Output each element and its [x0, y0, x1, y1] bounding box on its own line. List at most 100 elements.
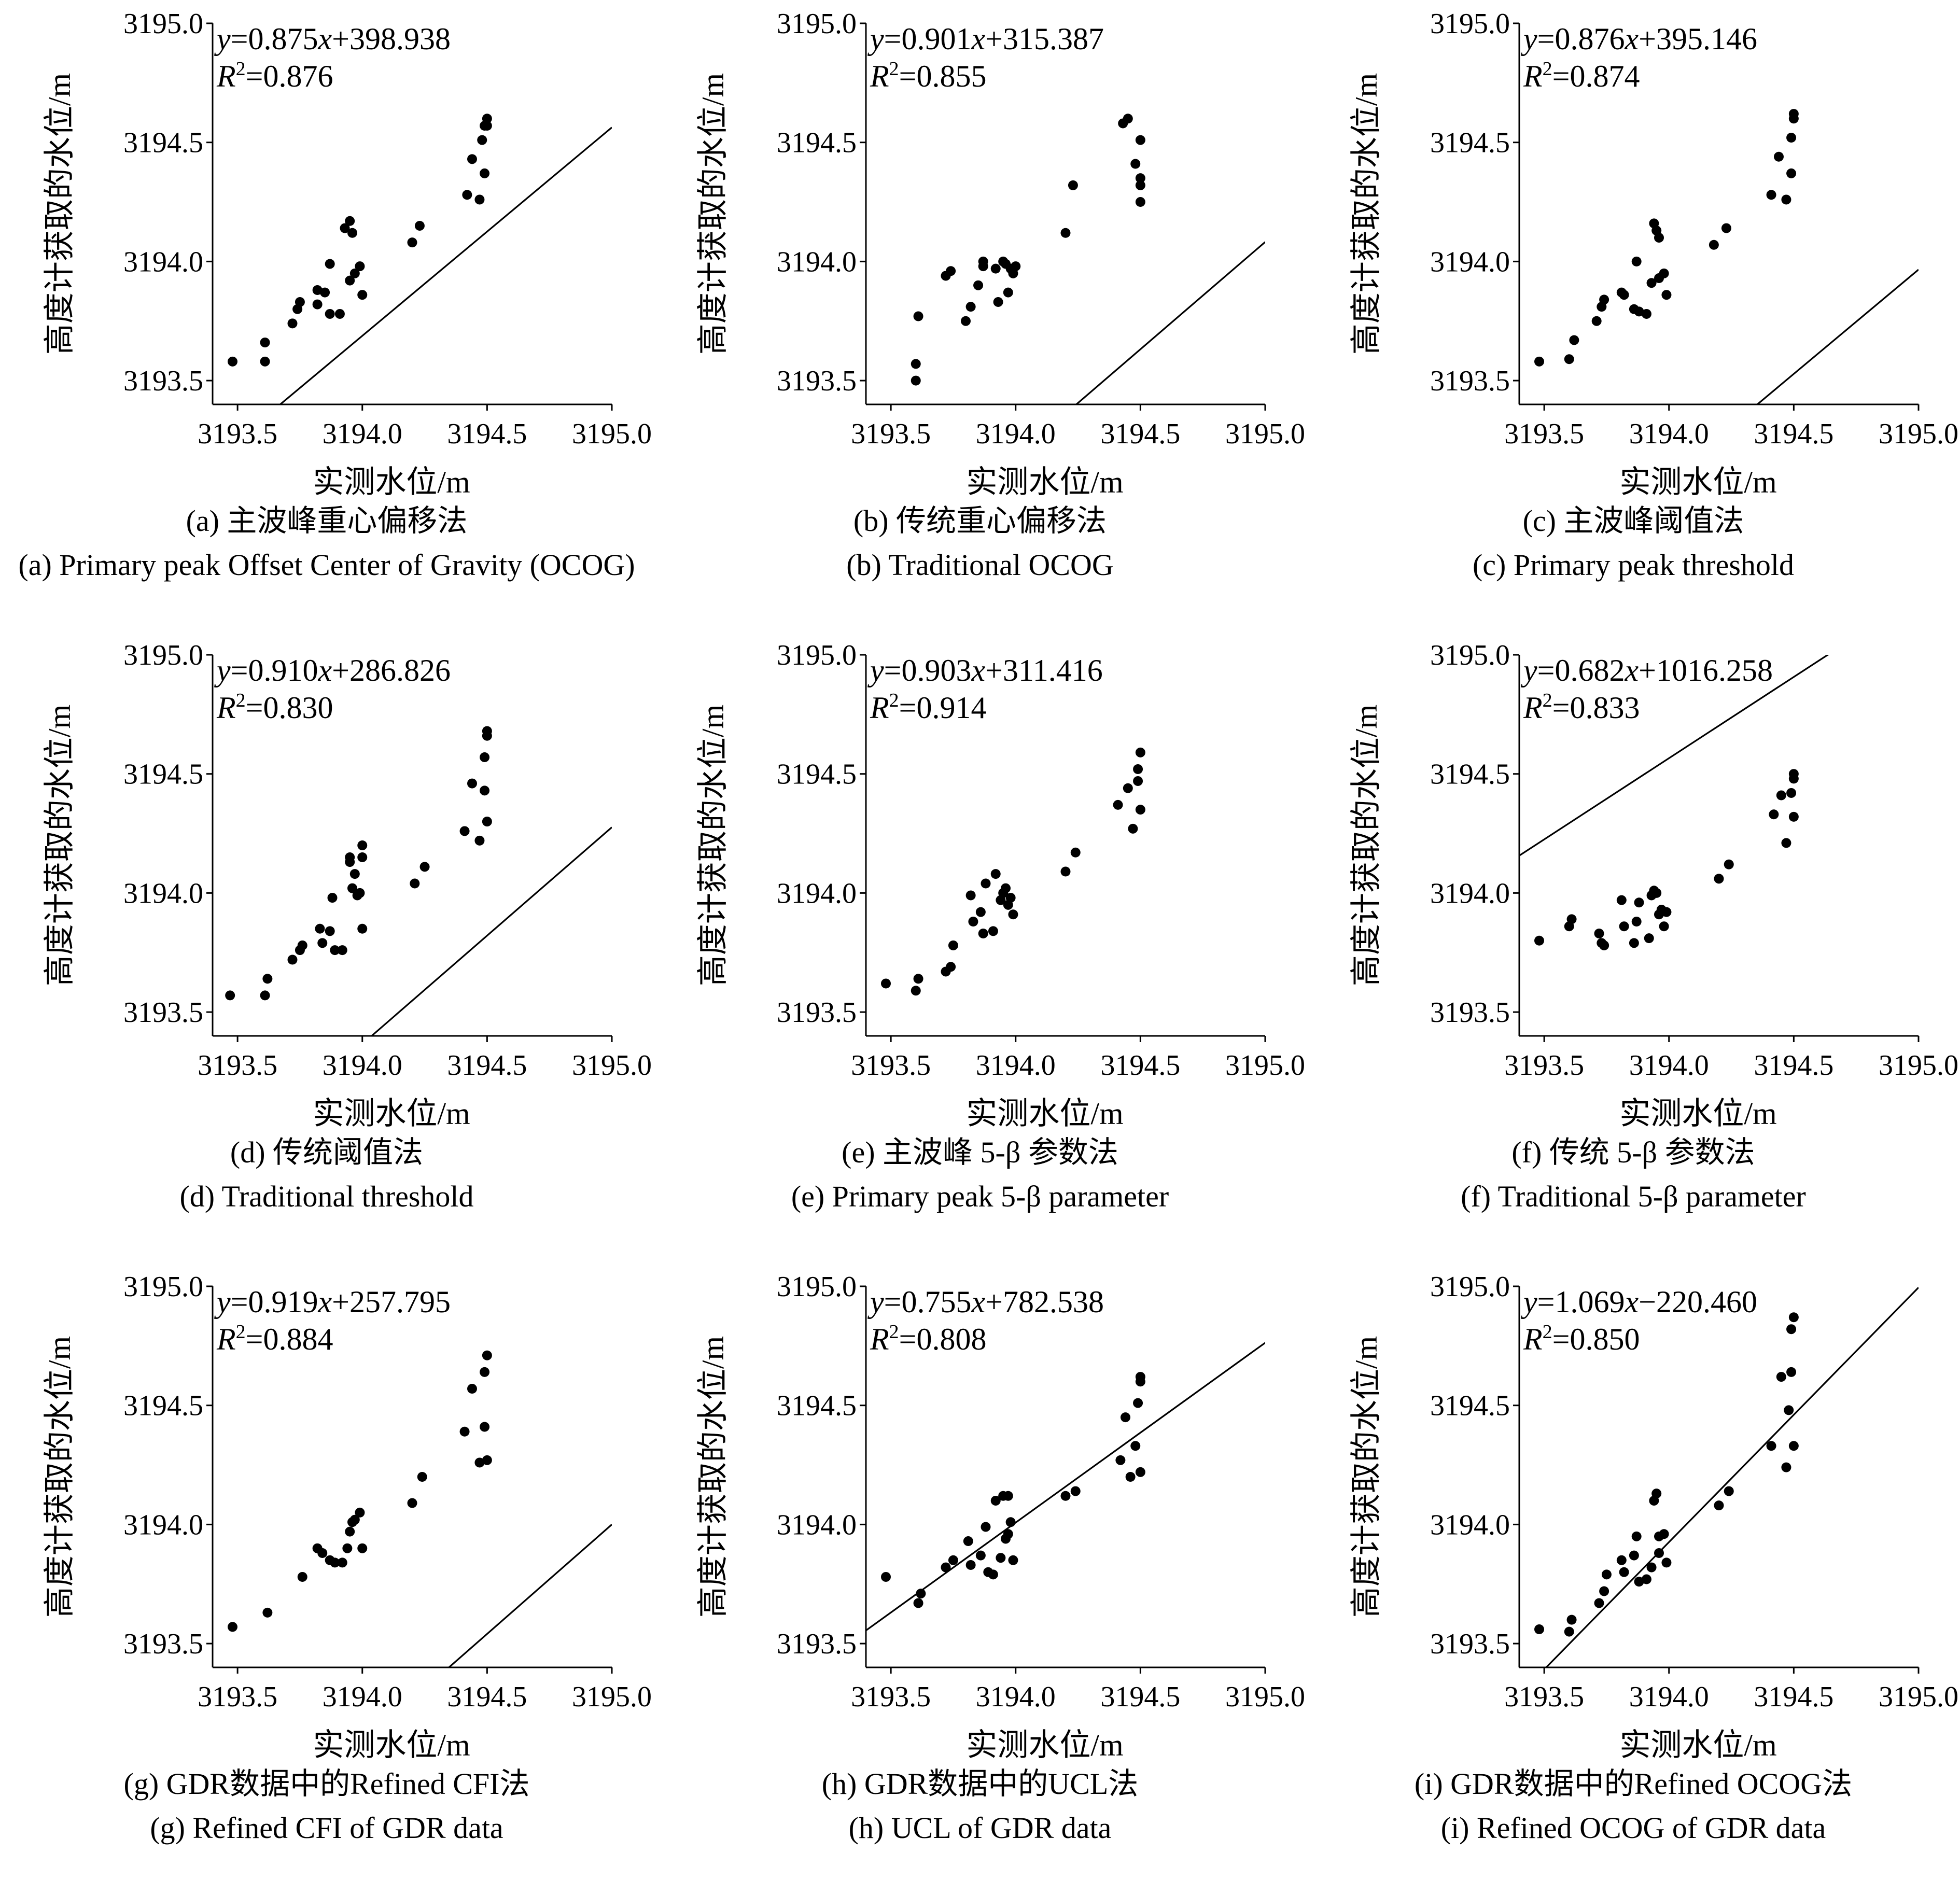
fit-line — [278, 127, 612, 404]
data-point — [1634, 306, 1644, 317]
panel-d: 3193.5 3194.0 3194.5 3195.0 3193.5 3194.0 3194… — [0, 631, 653, 1263]
data-point — [1776, 1372, 1786, 1382]
scatter-chart-g: 3193.5 3194.0 3194.5 3195.0 3193.5 3194.0 3194… — [43, 1271, 652, 1762]
data-point — [1619, 1567, 1629, 1577]
x-tick-label: 3193.5 — [1504, 1681, 1584, 1713]
data-point — [357, 852, 368, 862]
r-squared: R2=0.833 — [1523, 690, 1640, 725]
data-point — [340, 223, 350, 233]
data-point — [355, 888, 365, 898]
caption-zh: (e) 主波峰 5-β 参数法 — [842, 1135, 1118, 1169]
data-point — [459, 1426, 470, 1437]
data-point — [320, 287, 330, 298]
y-tick-label: 3194.5 — [777, 1390, 857, 1422]
data-point — [1591, 316, 1602, 326]
fit-line — [1075, 241, 1265, 404]
data-point — [480, 1367, 490, 1377]
x-tick-label: 3193.5 — [851, 1049, 931, 1082]
y-axis-label: 高度计获取的水位/m — [43, 705, 77, 986]
y-tick-label: 3195.0 — [123, 8, 203, 40]
data-point — [1776, 790, 1786, 801]
data-point — [317, 1548, 328, 1558]
data-point — [1651, 1489, 1662, 1499]
x-tick-label: 3193.5 — [198, 1681, 277, 1713]
x-tick-label: 3193.5 — [851, 418, 931, 450]
data-point — [1654, 232, 1664, 243]
y-tick-label: 3194.0 — [1430, 246, 1510, 278]
data-point — [1659, 268, 1669, 278]
y-tick-label: 3193.5 — [1430, 365, 1510, 397]
x-tick-label: 3193.5 — [1504, 418, 1584, 450]
x-axis-label: 实测水位/m — [1619, 1097, 1776, 1131]
data-point — [916, 1589, 926, 1599]
data-point — [1631, 917, 1642, 927]
data-point — [988, 926, 998, 936]
data-point — [881, 978, 891, 989]
data-point — [1135, 747, 1145, 757]
y-axis-label: 高度计获取的水位/m — [696, 1336, 730, 1618]
data-point — [946, 266, 956, 276]
data-point — [946, 962, 956, 972]
data-point — [225, 990, 235, 1001]
data-point — [467, 154, 477, 164]
x-tick-label: 3194.0 — [976, 1049, 1056, 1082]
x-tick-label: 3194.5 — [447, 418, 527, 450]
data-point — [1634, 1577, 1644, 1587]
data-point — [961, 316, 971, 326]
panel-g: 3193.5 3194.0 3194.5 3195.0 3193.5 3194.0 3194… — [0, 1263, 653, 1894]
data-point — [1724, 859, 1734, 869]
scatter-chart-e: 3193.5 3194.0 3194.5 3195.0 3193.5 3194.0 3194… — [696, 639, 1305, 1131]
data-point — [325, 259, 335, 269]
x-tick-label: 3194.0 — [323, 1049, 402, 1082]
data-point — [1133, 1398, 1143, 1408]
y-tick-label: 3194.5 — [123, 759, 203, 791]
data-point — [228, 1622, 237, 1632]
panel-c: 3193.5 3194.0 3194.5 3195.0 3193.5 3194.0 3194… — [1307, 0, 1960, 631]
x-tick-label: 3193.5 — [1504, 1049, 1584, 1082]
data-point — [347, 228, 357, 238]
x-tick-label: 3194.5 — [447, 1681, 527, 1713]
data-point — [990, 1495, 1001, 1506]
y-tick-label: 3194.0 — [777, 1509, 857, 1541]
r-squared: R2=0.884 — [216, 1321, 333, 1356]
data-point — [1566, 1615, 1577, 1625]
data-point — [968, 917, 978, 927]
data-point — [1534, 356, 1544, 367]
data-point — [467, 778, 477, 789]
data-point — [988, 1569, 998, 1580]
data-point — [1005, 893, 1016, 903]
data-point — [1631, 256, 1642, 266]
data-point — [480, 752, 490, 763]
x-tick-label: 3194.5 — [1100, 1049, 1180, 1082]
data-point — [981, 1522, 991, 1532]
data-point — [978, 928, 988, 938]
data-point — [414, 220, 425, 231]
caption-zh: (b) 传统重心偏移法 — [853, 504, 1107, 538]
data-point — [1714, 1500, 1724, 1511]
fit-equation: y=0.901x+315.387 — [867, 22, 1104, 56]
data-point — [1766, 1441, 1776, 1451]
x-tick-label: 3195.0 — [1225, 1049, 1305, 1082]
data-point — [1566, 914, 1577, 924]
x-tick-label: 3194.0 — [1629, 1681, 1709, 1713]
x-axis-label: 实测水位/m — [1619, 465, 1776, 499]
data-point — [1008, 1555, 1018, 1565]
x-axis-label: 实测水位/m — [966, 1097, 1123, 1131]
y-tick-label: 3194.0 — [1430, 877, 1510, 909]
data-point — [1634, 897, 1644, 908]
data-point — [911, 375, 921, 386]
data-point — [419, 862, 430, 872]
data-point — [1786, 788, 1797, 798]
data-point — [1060, 1491, 1071, 1501]
data-point — [1133, 764, 1143, 774]
panel-f: 3193.5 3194.0 3194.5 3195.0 3193.5 3194.0 3194… — [1307, 631, 1960, 1263]
data-point — [1003, 1491, 1013, 1501]
r-squared: R2=0.808 — [870, 1321, 987, 1356]
data-point — [965, 302, 976, 312]
data-point — [1070, 1486, 1081, 1496]
data-point — [1788, 1441, 1799, 1451]
data-point — [1130, 159, 1141, 169]
y-tick-label: 3193.5 — [123, 1628, 203, 1660]
y-tick-label: 3195.0 — [123, 639, 203, 671]
data-point — [297, 940, 307, 950]
